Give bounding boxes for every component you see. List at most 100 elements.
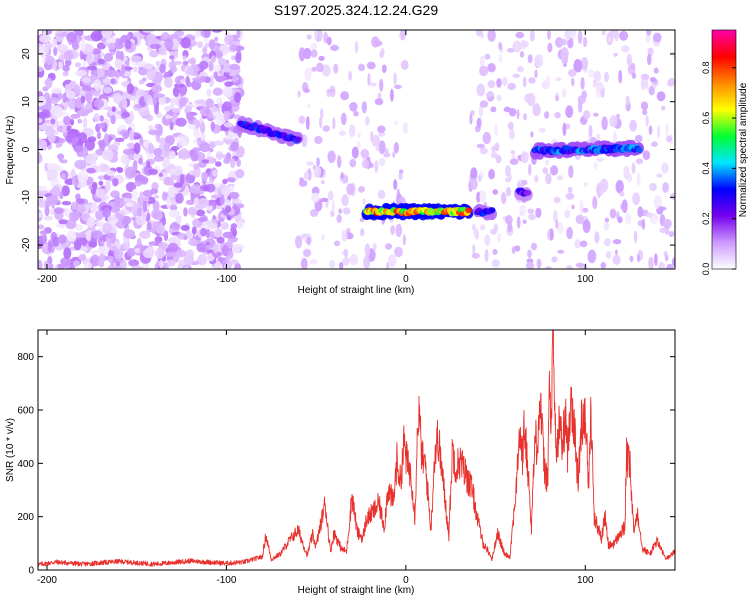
heatmap-cells bbox=[38, 30, 675, 269]
heatmap-cell bbox=[659, 227, 668, 234]
heatmap-cell bbox=[214, 36, 219, 42]
heatmap-cell bbox=[215, 50, 223, 60]
heatmap-cell bbox=[582, 110, 591, 120]
heatmap-cell bbox=[522, 76, 527, 88]
heatmap-cell bbox=[604, 71, 609, 83]
heatmap-cell bbox=[115, 212, 121, 220]
heatmap-cell bbox=[476, 117, 482, 129]
heatmap-cell bbox=[154, 86, 159, 98]
heatmap-cell bbox=[635, 158, 644, 165]
heatmap-cell bbox=[571, 204, 575, 210]
heatmap-cell bbox=[77, 119, 82, 124]
heatmap-cell bbox=[487, 80, 496, 89]
heatmap-cell bbox=[125, 39, 132, 50]
heatmap-cell bbox=[75, 224, 83, 231]
heatmap-cell bbox=[143, 93, 149, 103]
heatmap-cell bbox=[131, 216, 136, 221]
heatmap-cell bbox=[93, 98, 105, 109]
heatmap-cell bbox=[491, 145, 496, 153]
heatmap-cell bbox=[649, 77, 656, 82]
heatmap-cell bbox=[527, 249, 532, 259]
heatmap-cell bbox=[186, 111, 194, 121]
heatmap-cell bbox=[303, 47, 312, 60]
heatmap-cell bbox=[366, 61, 376, 70]
heatmap-cell bbox=[171, 221, 181, 230]
heatmap-cell bbox=[394, 120, 398, 125]
heatmap-cell bbox=[91, 181, 98, 190]
heatmap-cell bbox=[205, 98, 214, 109]
heatmap-cell bbox=[137, 90, 147, 97]
heatmap-cell bbox=[303, 248, 312, 258]
heatmap-cell bbox=[490, 152, 498, 159]
heatmap-cell bbox=[49, 209, 56, 216]
heatmap-cell bbox=[623, 165, 630, 180]
heatmap-cell bbox=[60, 257, 72, 266]
x-tick-label: -200 bbox=[37, 575, 57, 586]
heatmap-cell bbox=[73, 84, 81, 95]
top-y-ticks: -20 -10 0 10 20 bbox=[21, 48, 675, 252]
heatmap-cell bbox=[566, 226, 573, 240]
heatmap-cell bbox=[621, 199, 628, 214]
heatmap-cell bbox=[82, 85, 93, 92]
heatmap-cell bbox=[97, 68, 105, 77]
heatmap-cell bbox=[309, 208, 319, 217]
heatmap-cell bbox=[521, 179, 528, 186]
heatmap-cell bbox=[44, 205, 50, 217]
heatmap-cell bbox=[656, 91, 666, 102]
heatmap-cell bbox=[516, 216, 521, 229]
heatmap-cell bbox=[653, 195, 662, 210]
heatmap-cell bbox=[112, 177, 119, 187]
heatmap-cell bbox=[102, 77, 111, 85]
heatmap-cell bbox=[551, 256, 558, 263]
heatmap-cell bbox=[130, 55, 142, 63]
heatmap-cell bbox=[320, 107, 324, 119]
heatmap-cell bbox=[403, 121, 408, 135]
heatmap-cell bbox=[93, 79, 102, 91]
heatmap-cell bbox=[43, 216, 54, 221]
heatmap-cell bbox=[232, 243, 241, 254]
heatmap-cell bbox=[619, 30, 629, 41]
heatmap-cell bbox=[612, 239, 622, 245]
colorbar-tick-label: 0.4 bbox=[701, 162, 711, 175]
heatmap-cell bbox=[166, 259, 176, 267]
heatmap-cell bbox=[236, 158, 242, 167]
heatmap-cell bbox=[492, 189, 499, 195]
heatmap-cell bbox=[369, 82, 377, 87]
heatmap-cell bbox=[501, 192, 507, 205]
heatmap-cell bbox=[582, 219, 591, 234]
heatmap-cell bbox=[306, 236, 312, 245]
heatmap-cell bbox=[90, 30, 103, 42]
heatmap-cell bbox=[365, 116, 370, 126]
heatmap-cell bbox=[183, 207, 188, 217]
x-tick-label: 100 bbox=[577, 575, 594, 586]
heatmap-cell bbox=[310, 49, 318, 58]
heatmap-cell bbox=[587, 249, 597, 264]
heatmap-cell bbox=[528, 213, 536, 221]
heatmap-cell bbox=[515, 31, 525, 39]
heatmap-cell bbox=[167, 186, 176, 198]
heatmap-cell bbox=[51, 87, 62, 94]
heatmap-cell bbox=[189, 65, 194, 76]
heatmap-cell bbox=[654, 253, 658, 266]
heatmap-cell bbox=[153, 147, 163, 157]
heatmap-cell bbox=[125, 201, 134, 208]
heatmap-cell bbox=[200, 132, 206, 141]
heatmap-cell bbox=[298, 115, 306, 125]
heatmap-cell bbox=[208, 60, 214, 72]
heatmap-cell bbox=[60, 173, 66, 180]
heatmap-cell bbox=[114, 265, 122, 269]
heatmap-cell bbox=[122, 98, 128, 110]
heatmap-cell bbox=[640, 78, 646, 91]
heatmap-cell bbox=[149, 38, 162, 45]
heatmap-cell bbox=[164, 114, 171, 120]
heatmap-cell bbox=[341, 194, 349, 207]
heatmap-cell bbox=[66, 32, 77, 43]
heatmap-cell bbox=[386, 261, 390, 269]
heatmap-cell bbox=[304, 67, 312, 81]
heatmap-cell bbox=[84, 204, 94, 209]
heatmap-cell bbox=[358, 186, 365, 193]
heatmap-cell bbox=[178, 97, 187, 107]
heatmap-cell bbox=[58, 219, 68, 225]
heatmap-cell bbox=[341, 230, 348, 242]
heatmap-cell bbox=[490, 106, 497, 113]
